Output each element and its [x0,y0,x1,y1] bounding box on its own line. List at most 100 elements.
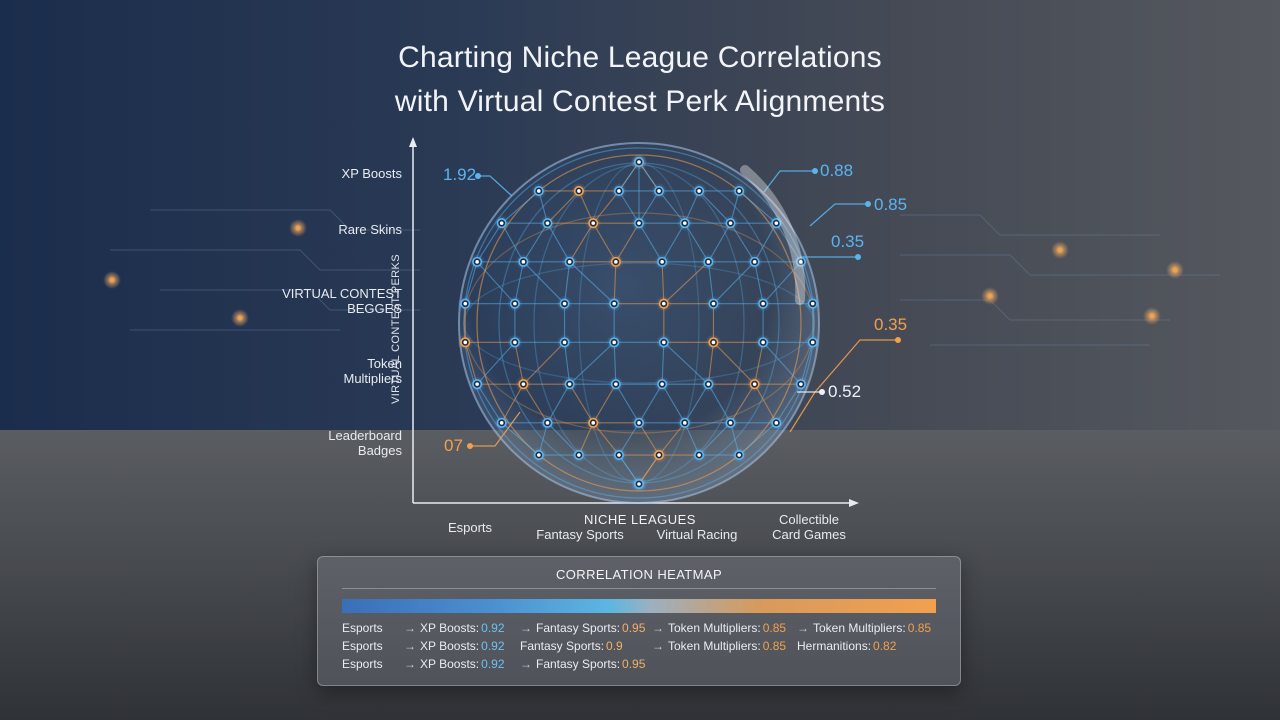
network-node-core [475,260,479,264]
network-node-core [617,453,621,457]
heatmap-cell: → XP Boosts: 0.92 [404,639,505,653]
arrow-icon: → [404,639,416,653]
heatmap-cell: → Token Multipliers: 0.85 [797,621,931,635]
heatmap-cell: → Token Multipliers: 0.85 [652,639,786,653]
network-edge [738,190,777,224]
network-node-core [728,221,733,225]
callout-leader [789,339,898,433]
glow-dot-core [1172,267,1178,273]
arrow-icon: → [404,621,416,635]
sphere-highlight [740,165,806,305]
sphere [458,142,820,504]
heatmap-gradient-bar [342,599,936,613]
callout-leader [763,170,815,193]
heatmap-cell: Hermanitions: 0.82 [797,639,896,653]
network-node-core [521,382,526,386]
heatmap-cell-value: 0.92 [481,657,505,671]
network-edge [501,190,540,224]
heatmap-cell-label: Fantasy Sports: [536,657,621,671]
network-node-core [577,453,581,457]
callout-label: 0.52 [828,382,862,401]
network-node-core [463,340,468,345]
network-node-core [774,221,779,225]
network-node-core [612,340,616,345]
callout-endpoint [895,337,901,343]
arrow-icon: → [404,657,416,671]
heatmap-title: CORRELATION HEATMAP [555,567,723,582]
callout-label: 0.88 [820,161,854,180]
network-node-core [513,340,517,345]
heatmap-cell-label: Esports [342,657,383,671]
heatmap-cell: Fantasy Sports: 0.9 [520,639,623,653]
callout-label: 1.92 [443,165,477,184]
heatmap-divider [342,588,936,589]
network-edge [476,341,516,385]
network-node-core [637,421,641,425]
x-axis-arrow [849,499,859,507]
network-node-core [660,260,664,264]
network-node-core [799,260,803,264]
x-tick-virtual-racing: Virtual Racing [656,527,738,542]
heatmap-cell: Esports [342,639,383,653]
arrow-icon: → [797,621,809,635]
sphere-ring [463,147,815,499]
network-node-core [799,382,803,386]
y-tick-token-multipliers: Token Multipliers [343,356,402,386]
network-node-core [567,260,572,264]
callout-endpoint [475,173,481,179]
network-node-core [752,260,757,264]
correlation-heatmap-panel: CORRELATION HEATMAP Esports → XP Boosts: 0.… [317,556,961,686]
background-circuits [103,209,1220,346]
arrow-icon: → [652,621,664,635]
callout-endpoint [467,443,473,449]
glow-dot-core [295,225,301,231]
network-edge [713,341,756,385]
network-node-core [657,189,661,193]
sphere-ring [463,262,815,384]
network-edge [522,341,565,385]
network-node-core [682,421,687,425]
title-line-2: with Virtual Contest Perk Alignments [394,85,886,118]
heatmap-cell: → Fantasy Sports: 0.95 [520,657,645,671]
heatmap-cell-label: Fantasy Sports: [536,621,621,635]
network-edge [663,341,709,385]
heatmap-cell-label: XP Boosts: [420,639,480,653]
glow-dot-core [237,315,243,321]
network-node-core [567,382,572,386]
callout-endpoint [819,389,825,395]
network-node-core [711,340,716,345]
network-node-core [637,221,641,225]
heatmap-cell-value: 0.9 [606,639,623,653]
network-node-core [774,421,779,425]
heatmap-cell-label: XP Boosts: [420,621,480,635]
network-node-core [577,189,581,193]
circuit-line [900,299,1170,321]
glow-dot-core [987,293,993,299]
network-node-core [697,189,701,193]
network-node-core [637,160,641,164]
callout-label: 0.35 [831,232,865,251]
x-tick-collectible-card-games: Collectible Card Games [772,512,846,542]
heatmap-cell: → XP Boosts: 0.92 [404,621,505,635]
network-node-core [706,382,711,386]
circuit-line [900,254,1220,276]
heatmap-cell: → Token Multipliers: 0.85 [652,621,786,635]
network-edge [476,261,516,305]
callout-leaders [467,168,901,449]
arrow-icon: → [520,657,532,671]
heatmap-cell-label: Token Multipliers: [668,639,761,653]
network-node-core [617,189,621,193]
network-node-core [810,340,815,345]
heatmap-cell-label: Esports [342,621,383,635]
chart-title: Charting Niche League Correlations with … [0,36,1280,124]
heatmap-cell-value: 0.85 [907,621,932,635]
heatmap-cell-value: 0.85 [762,639,787,653]
network-edge [738,422,777,456]
heatmap-cell-label: Token Multipliers: [668,621,761,635]
heatmap-row: Esports → XP Boosts: 0.92 Fantasy Sports: 0.9… [342,639,942,655]
callout-leader [470,411,521,447]
callout-leader [809,203,868,227]
y-tick-leaderboard-badges: Leaderboard Badges [328,428,402,458]
heatmap-cell-value: 0.95 [622,657,646,671]
